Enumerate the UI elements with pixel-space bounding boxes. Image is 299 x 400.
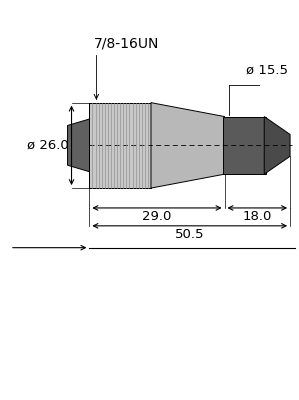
Text: ø 15.5: ø 15.5 xyxy=(246,64,288,77)
Text: ø 26.0: ø 26.0 xyxy=(27,139,68,152)
Text: 18.0: 18.0 xyxy=(242,210,272,223)
Text: 7/8-16UN: 7/8-16UN xyxy=(94,37,160,51)
Polygon shape xyxy=(264,116,290,174)
Text: 50.5: 50.5 xyxy=(175,228,205,241)
Polygon shape xyxy=(68,118,94,173)
Text: 29.0: 29.0 xyxy=(142,210,172,223)
Polygon shape xyxy=(222,116,266,174)
Polygon shape xyxy=(151,103,225,188)
Polygon shape xyxy=(89,103,151,188)
